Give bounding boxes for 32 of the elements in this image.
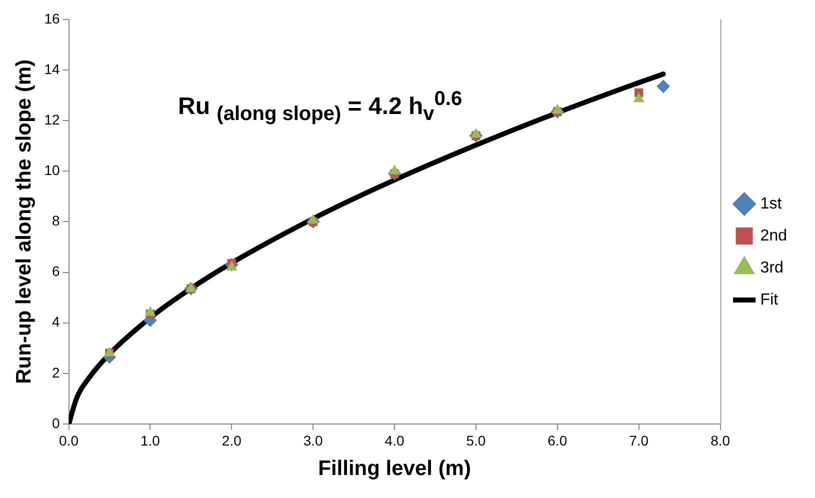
x-tick-label: 6.0 <box>548 432 568 448</box>
x-tick-label: 7.0 <box>629 432 649 448</box>
point <box>226 261 237 270</box>
legend-label: 2nd <box>760 227 788 244</box>
x-tick-label: 0.0 <box>59 432 79 448</box>
x-tick-label: 3.0 <box>303 432 324 448</box>
point <box>308 214 318 224</box>
point <box>144 306 156 316</box>
y-tick-label: 8 <box>52 212 60 229</box>
point <box>389 165 400 174</box>
x-tick-label: 1.0 <box>140 432 160 448</box>
point <box>634 93 644 102</box>
y-tick-label: 4 <box>52 314 60 330</box>
x-tick-label: 2.0 <box>222 432 242 448</box>
point <box>470 128 482 138</box>
y-tick-label: 0 <box>52 414 60 431</box>
x-axis-title: Filling level (m) <box>318 457 471 480</box>
y-tick-label: 14 <box>44 60 60 77</box>
y-tick-label: 16 <box>44 10 60 26</box>
x-tick-label: 4.0 <box>384 432 404 448</box>
x-tick-label: 8.0 <box>710 432 730 448</box>
y-tick-label: 6 <box>52 263 60 280</box>
y-tick-label: 2 <box>52 364 60 380</box>
legend-label: 3rd <box>760 259 784 276</box>
legend-label: 1st <box>760 195 782 212</box>
legend-label: Fit <box>760 291 779 308</box>
x-tick-label: 5.0 <box>466 432 486 448</box>
y-tick-label: 12 <box>44 111 60 128</box>
y-axis-title: Run-up level along the slope (m) <box>12 60 36 384</box>
point <box>656 80 670 93</box>
point <box>552 104 563 114</box>
y-tick-label: 10 <box>44 162 60 178</box>
